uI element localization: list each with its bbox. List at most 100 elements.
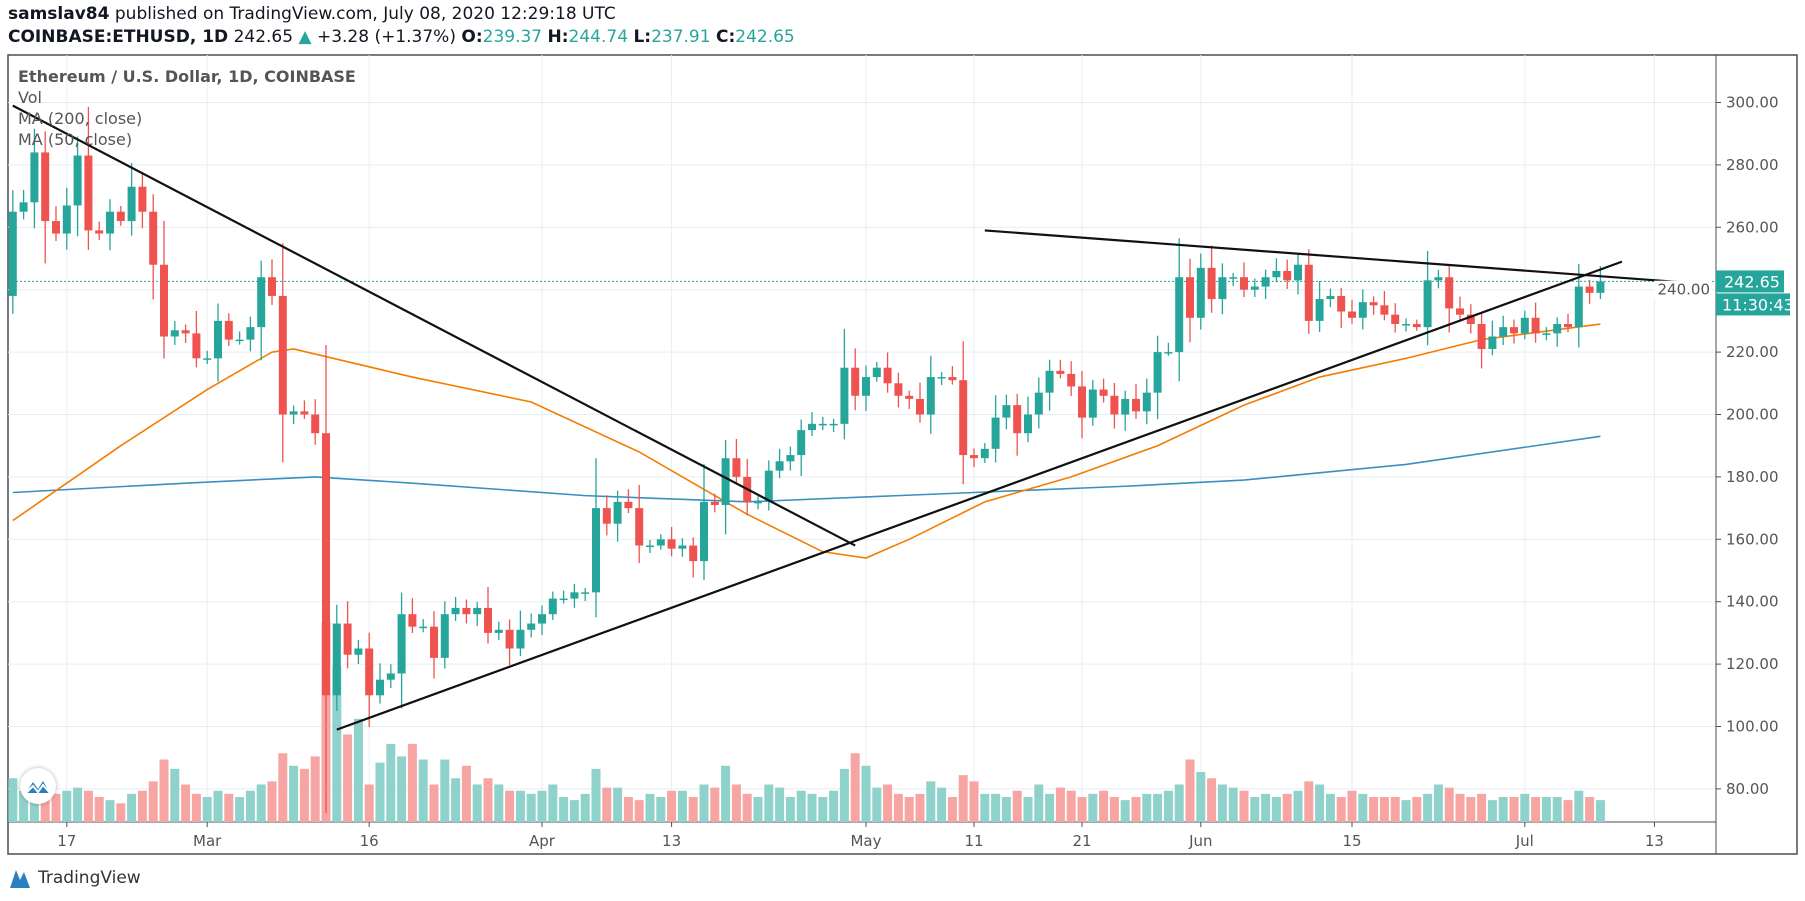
candle-body — [710, 501, 719, 505]
candle-body — [127, 186, 136, 222]
candle — [95, 221, 104, 241]
candle-body — [235, 339, 244, 342]
candle-body — [786, 455, 795, 462]
candle-body — [754, 501, 762, 504]
volume-bar — [1325, 793, 1335, 822]
price-tick-label: 200.00 — [1726, 406, 1779, 424]
candle — [538, 605, 546, 635]
candle — [1034, 377, 1043, 429]
volume-bar — [1055, 787, 1065, 822]
volume-bar — [515, 790, 525, 822]
candle — [829, 418, 838, 432]
volume-bar — [1585, 797, 1595, 822]
candle — [430, 611, 438, 679]
candle-body — [991, 417, 1000, 449]
candle — [1088, 379, 1097, 426]
legend-ma200[interactable]: MA (200, close) — [18, 109, 143, 128]
candle-body — [494, 629, 503, 633]
candle-body — [970, 455, 978, 459]
volume-bar — [289, 765, 299, 822]
legend-vol[interactable]: Vol — [18, 88, 42, 107]
candle-body — [451, 607, 460, 615]
volume-bar — [343, 734, 353, 822]
volume-bar — [1423, 793, 1433, 822]
candle-body — [365, 648, 374, 696]
volume-bar — [202, 797, 212, 822]
volume-bar — [1185, 759, 1195, 822]
candle — [1132, 384, 1140, 419]
volume-bar — [159, 759, 169, 822]
candle — [689, 537, 698, 578]
volume-bar — [893, 793, 903, 822]
volume-bar — [224, 793, 234, 822]
author-name[interactable]: samslav84 — [8, 4, 110, 24]
price-tick-label: 180.00 — [1726, 468, 1779, 486]
candle — [1121, 390, 1130, 431]
candle — [1164, 342, 1173, 356]
price-tick-label: 240.00 — [1658, 281, 1711, 299]
candle — [30, 128, 39, 229]
candle — [52, 206, 60, 241]
candle — [1477, 312, 1486, 369]
candle — [451, 596, 460, 621]
candle — [559, 590, 568, 604]
candle — [700, 464, 708, 581]
candle-body — [1034, 392, 1043, 415]
candle-body — [678, 545, 687, 549]
candle-body — [646, 545, 654, 548]
low-value: 237.91 — [651, 27, 711, 47]
volume-bar — [1153, 793, 1163, 822]
candle — [246, 316, 255, 352]
time-tick-label: 11 — [964, 832, 983, 850]
candle — [1153, 335, 1162, 420]
volume-bar — [1131, 797, 1141, 822]
volume-bar — [969, 781, 979, 822]
volume-bar — [613, 787, 623, 822]
volume-bar — [602, 787, 612, 822]
candle-body — [700, 501, 708, 562]
candle — [883, 352, 892, 393]
candle — [1531, 302, 1540, 343]
candle — [1423, 250, 1432, 346]
volume-bar — [785, 797, 795, 822]
candle — [872, 361, 881, 382]
volume-bar — [1023, 797, 1033, 822]
candle-body — [408, 614, 417, 627]
candle — [916, 382, 924, 423]
candle — [1466, 304, 1475, 334]
volume-bar — [332, 665, 342, 822]
volume-bar — [418, 759, 428, 822]
candle — [635, 484, 644, 563]
candle — [667, 526, 676, 557]
legend-ma50[interactable]: MA (50, close) — [18, 130, 133, 149]
candle — [959, 341, 968, 485]
candle-body — [343, 623, 352, 655]
volume-bar — [1477, 793, 1487, 822]
candle — [138, 171, 147, 229]
volume-bar — [807, 793, 817, 822]
candle-body — [138, 186, 147, 212]
time-tick-label: 13 — [662, 832, 681, 850]
volume-bar — [1207, 778, 1217, 822]
countdown-badge-label: 11:30:43 — [1722, 295, 1794, 314]
candle — [1142, 378, 1151, 425]
open-label: O: — [461, 27, 483, 47]
candle-body — [1013, 405, 1022, 434]
candle — [181, 324, 190, 343]
candle — [1553, 317, 1562, 347]
candle — [1196, 253, 1205, 330]
volume-bar — [677, 790, 687, 822]
volume-bar — [721, 765, 731, 822]
candle — [1283, 259, 1292, 289]
candle — [548, 591, 557, 621]
volume-bar — [1261, 793, 1271, 822]
candle-body — [1132, 398, 1140, 412]
candle-body — [1272, 270, 1281, 278]
volume-bar — [1217, 784, 1227, 822]
tradingview-badge-icon[interactable] — [20, 768, 56, 804]
candle-body — [386, 673, 395, 680]
tradingview-logo: TradingView — [8, 866, 141, 890]
candle-body — [818, 423, 827, 426]
candle — [278, 243, 287, 463]
